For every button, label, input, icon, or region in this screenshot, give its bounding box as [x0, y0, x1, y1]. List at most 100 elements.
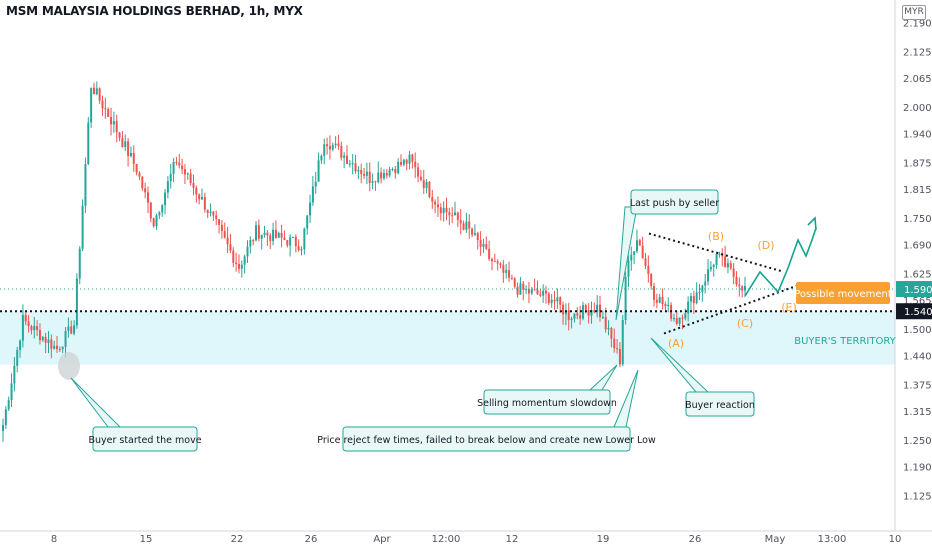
candle-body	[650, 274, 653, 287]
x-tick-label: 12	[506, 534, 519, 545]
candle-body	[212, 211, 215, 216]
candle-down	[345, 145, 348, 165]
candle-body	[326, 144, 329, 147]
candle-body	[590, 310, 593, 316]
x-tick-label: 8	[51, 534, 57, 545]
candle-body	[75, 278, 78, 326]
candle-up	[581, 301, 584, 321]
candle-down	[266, 230, 269, 246]
candle-up	[124, 134, 127, 152]
callout-box	[630, 189, 719, 215]
candle-down	[618, 342, 621, 368]
candle-body	[235, 262, 238, 265]
candle-up	[314, 171, 317, 194]
candle-up	[334, 136, 337, 149]
candle-down	[502, 260, 505, 283]
candle-body	[263, 232, 266, 235]
candle-down	[144, 182, 147, 199]
candle-body	[61, 346, 64, 350]
candle-up	[630, 246, 633, 271]
candle-body	[294, 236, 297, 247]
candle-body	[667, 304, 670, 307]
candle-body	[607, 328, 610, 330]
candle-down	[724, 245, 727, 268]
candle-body	[397, 161, 400, 174]
candle-down	[638, 238, 641, 246]
candle-up	[473, 224, 476, 237]
candle-down	[115, 114, 118, 143]
candle-body	[687, 301, 690, 314]
candle-body	[252, 239, 255, 241]
y-tick-label: 2.065	[903, 74, 932, 85]
candle-down	[533, 278, 536, 291]
candle-body	[525, 289, 528, 291]
candle-body	[368, 171, 371, 183]
callout-box	[92, 426, 198, 452]
candle-down	[326, 137, 329, 155]
candle-body	[718, 253, 721, 255]
callout-text: Price reject few times, failed to break …	[317, 435, 656, 446]
candle-body	[4, 409, 7, 426]
candle-body	[456, 212, 459, 220]
candle-down	[422, 169, 425, 195]
candle-up	[169, 163, 172, 189]
candle-body	[47, 339, 50, 343]
candle-body	[425, 181, 428, 189]
candle-body	[485, 243, 488, 249]
callout-text: Buyer reaction	[685, 400, 755, 411]
candle-up	[633, 250, 636, 265]
candle-down	[490, 257, 493, 271]
candle-down	[732, 263, 735, 285]
candle-body	[556, 297, 559, 302]
x-tick-label: 15	[140, 534, 153, 545]
candle-body	[391, 169, 394, 171]
buyers-territory-zone	[0, 311, 895, 365]
candle-body	[38, 330, 41, 341]
candle-down	[539, 289, 542, 297]
candle-body	[53, 345, 56, 349]
candle-up	[246, 240, 249, 263]
candle-up	[482, 238, 485, 253]
candle-body	[272, 229, 275, 241]
candle-body	[567, 310, 570, 321]
candle-body	[146, 192, 149, 203]
y-tick-label: 2.000	[903, 103, 932, 114]
candle-body	[98, 88, 101, 101]
callout-text: Last push by seller	[630, 198, 719, 209]
candle-down	[579, 305, 582, 325]
candle-down	[110, 107, 113, 136]
candle-up	[550, 294, 553, 308]
candle-down	[141, 176, 144, 192]
candle-up	[289, 234, 292, 257]
candle-up	[624, 271, 627, 325]
candle-body	[16, 350, 19, 366]
candle-body	[255, 225, 258, 241]
candle-down	[178, 153, 181, 169]
candle-body	[81, 205, 84, 249]
y-tick-label: 1.315	[903, 407, 932, 418]
candle-down	[522, 280, 525, 301]
candle-body	[2, 425, 4, 432]
candle-body	[493, 261, 496, 263]
candle-down	[30, 324, 33, 335]
candle-up	[371, 173, 374, 190]
candle-body	[169, 173, 172, 182]
candle-body	[220, 224, 223, 231]
candle-body	[377, 172, 380, 183]
candle-body	[510, 277, 513, 279]
candle-up	[408, 150, 411, 170]
candle-body	[243, 256, 246, 265]
candle-up	[402, 158, 405, 167]
candle-body	[434, 201, 437, 205]
candle-up	[672, 313, 675, 322]
candle-down	[721, 248, 724, 267]
candle-body	[328, 146, 331, 150]
candle-up	[112, 111, 115, 133]
candle-body	[454, 212, 457, 216]
candle-down	[417, 162, 420, 183]
candle-down	[328, 135, 331, 160]
last-price-marker	[896, 281, 932, 298]
candle-body	[144, 188, 147, 193]
